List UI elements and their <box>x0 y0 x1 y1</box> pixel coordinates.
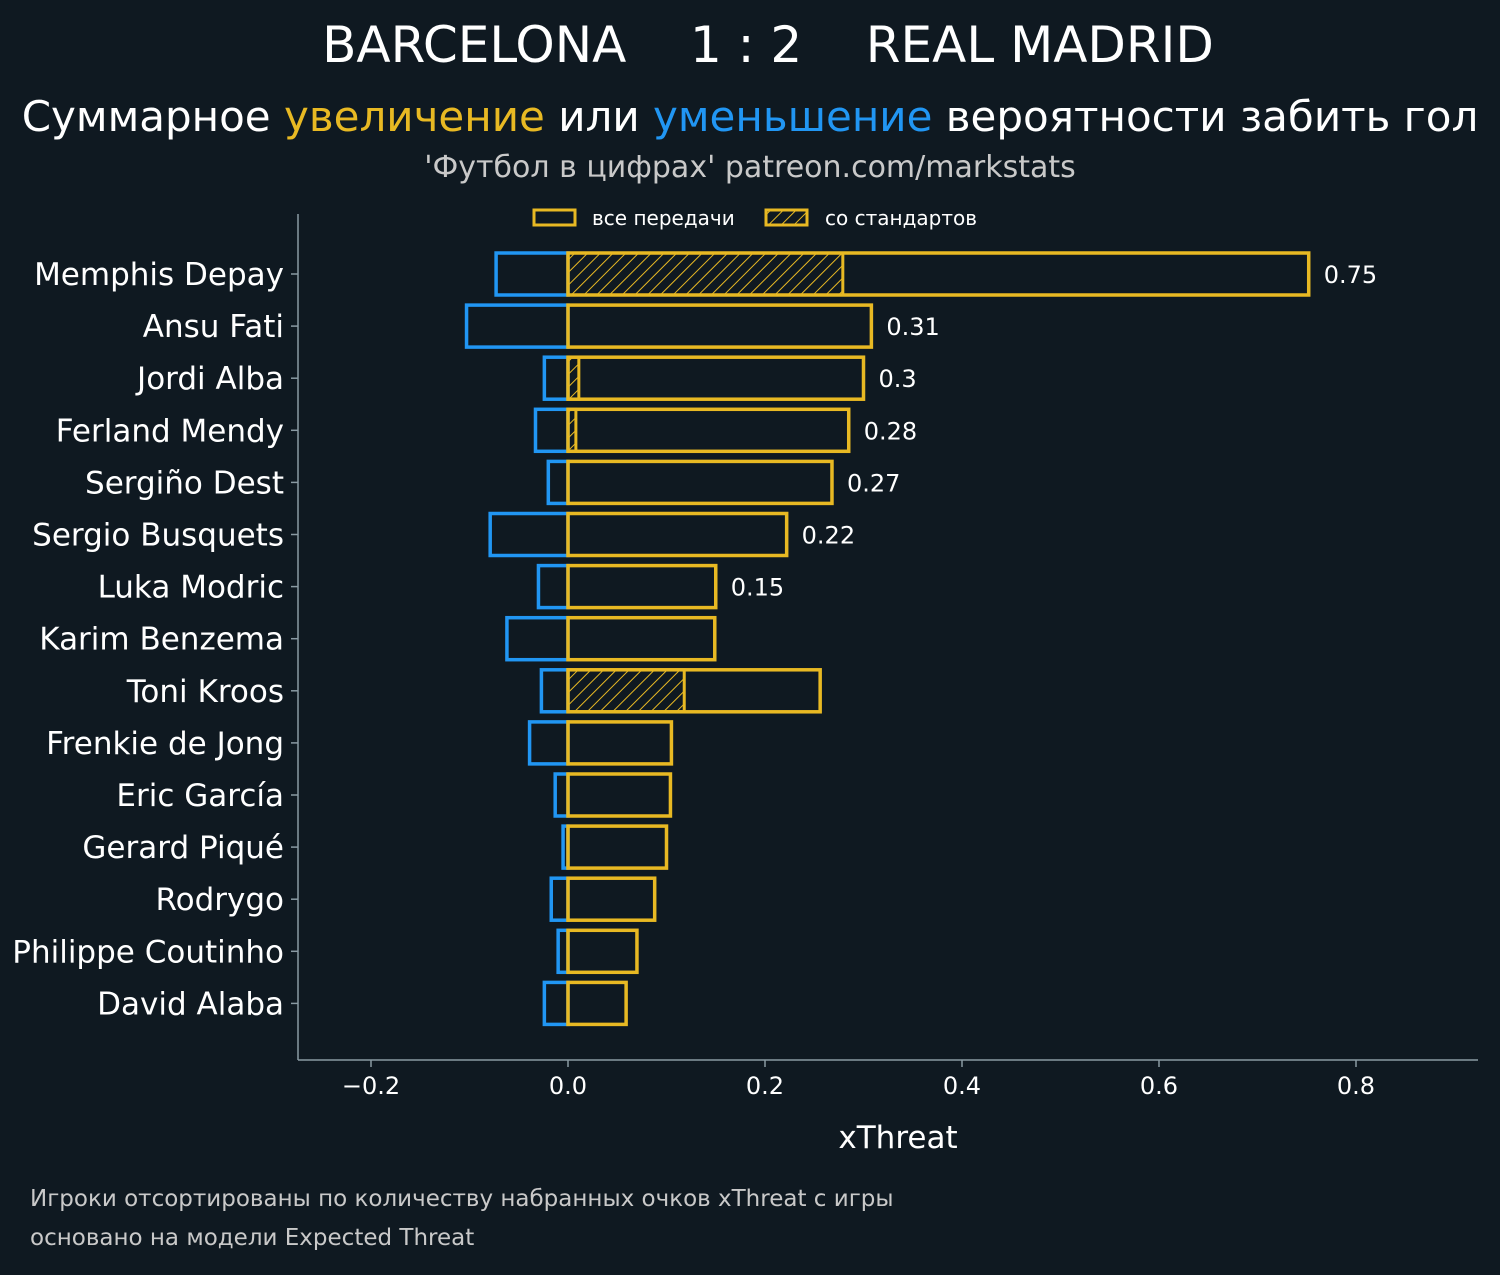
bar-negative-ferland-mendy <box>533 407 570 454</box>
y-tick-label-david-alaba: David Alaba <box>97 986 284 1022</box>
x-tick-label: 0.6 <box>1140 1072 1178 1100</box>
subtitle-middle: или <box>544 92 653 141</box>
bar-positive-gerard-pique <box>566 824 669 870</box>
bar-negative-frenkie-de-jong <box>527 720 570 766</box>
legend-label-all-passes: все передачи <box>592 206 735 230</box>
legend-swatch-set-pieces <box>764 208 809 227</box>
value-label-ferland-mendy: 0.28 <box>864 417 917 445</box>
bar-negative-david-alaba <box>542 980 570 1027</box>
value-label-luka-modric: 0.15 <box>731 574 784 602</box>
bar-setpiece-memphis-depay <box>566 251 845 297</box>
bar-positive-eric-garcia <box>566 772 673 818</box>
team-away: REAL MADRID <box>865 16 1214 74</box>
bar-positive-toni-kroos <box>566 668 822 714</box>
bar-positive-memphis-depay <box>566 251 1311 297</box>
chart-subtitle: Суммарное увеличение или уменьшение веро… <box>0 92 1500 141</box>
subtitle-decrease: уменьшение <box>652 92 933 141</box>
bar-positive-philippe-coutinho <box>566 928 639 975</box>
bars-group: 0.75 0.31 0.3 0.28 0.27 0.22 0.15 <box>464 251 1377 1027</box>
bar-negative-eric-garcia <box>553 772 570 818</box>
y-tick-label-gerard-pique: Gerard Piqué <box>82 830 284 866</box>
chart-title: BARCELONA 1 : 2 REAL MADRID <box>0 16 1500 74</box>
y-tick-label-sergino-dest: Sergiño Dest <box>85 465 284 501</box>
bar-positive-rodrygo <box>566 876 657 922</box>
subtitle-increase: увеличение <box>284 92 545 141</box>
value-label-ansu-fati: 0.31 <box>886 313 939 341</box>
match-score: 1 : 2 <box>689 16 803 74</box>
bar-negative-karim-benzema <box>505 615 570 662</box>
legend: все передачи со стандартов <box>532 206 977 230</box>
y-tick-label-rodrygo: Rodrygo <box>155 882 284 918</box>
footnote-model: основано на модели Expected Threat <box>30 1225 475 1251</box>
bar-positive-sergio-busquets <box>566 511 789 558</box>
bar-negative-jordi-alba <box>542 355 570 401</box>
team-home: BARCELONA <box>322 16 627 74</box>
bar-positive-ansu-fati <box>566 303 874 349</box>
y-tick-label-memphis-depay: Memphis Depay <box>34 257 284 293</box>
x-tick-label: 0.0 <box>549 1072 587 1100</box>
value-label-sergio-busquets: 0.22 <box>802 522 855 550</box>
bar-positive-ferland-mendy <box>566 407 851 454</box>
bar-positive-luka-modric <box>566 563 718 610</box>
value-label-sergino-dest: 0.27 <box>847 469 900 497</box>
bar-positive-jordi-alba <box>566 355 866 401</box>
bar-negative-toni-kroos <box>539 668 570 714</box>
x-tick-label: 0.8 <box>1337 1072 1375 1100</box>
y-tick-label-philippe-coutinho: Philippe Coutinho <box>12 934 284 970</box>
bar-negative-memphis-depay <box>494 251 570 297</box>
x-tick-label: 0.4 <box>943 1072 981 1100</box>
x-tick-label: 0.2 <box>746 1072 784 1100</box>
x-tick-label: −0.2 <box>342 1072 400 1100</box>
y-tick-label-jordi-alba: Jordi Alba <box>135 361 284 397</box>
y-tick-label-frenkie-de-jong: Frenkie de Jong <box>46 726 284 762</box>
legend-label-set-pieces: со стандартов <box>825 206 977 230</box>
subtitle-prefix: Суммарное <box>21 92 284 141</box>
y-tick-label-ferland-mendy: Ferland Mendy <box>56 413 284 449</box>
y-tick-label-ansu-fati: Ansu Fati <box>143 309 284 345</box>
bar-negative-sergio-busquets <box>488 511 570 558</box>
bar-setpiece-toni-kroos <box>566 668 686 714</box>
subtitle-suffix: вероятности забить гол <box>932 92 1479 141</box>
value-label-jordi-alba: 0.3 <box>879 365 917 393</box>
y-tick-label-toni-kroos: Toni Kroos <box>126 674 284 710</box>
bar-negative-rodrygo <box>549 876 570 922</box>
value-label-memphis-depay: 0.75 <box>1324 261 1377 289</box>
footnote-sorting: Игроки отсортированы по количеству набра… <box>30 1186 894 1212</box>
bar-negative-luka-modric <box>536 563 570 610</box>
bar-positive-karim-benzema <box>566 615 717 662</box>
y-tick-label-luka-modric: Luka Modric <box>98 570 284 606</box>
x-axis-label: xThreat <box>838 1120 957 1156</box>
axes-group: Memphis Depay Ansu Fati Jordi Alba Ferland … <box>12 214 1478 1156</box>
y-tick-label-sergio-busquets: Sergio Busquets <box>32 518 284 554</box>
bar-positive-frenkie-de-jong <box>566 720 674 766</box>
bar-positive-sergino-dest <box>566 459 834 506</box>
bar-negative-sergino-dest <box>546 459 570 506</box>
y-tick-label-eric-garcia: Eric García <box>116 778 284 814</box>
bar-negative-ansu-fati <box>464 303 570 349</box>
legend-swatch-all-passes <box>532 208 577 227</box>
y-tick-label-karim-benzema: Karim Benzema <box>39 622 284 658</box>
bar-positive-david-alaba <box>566 980 628 1027</box>
source-credit: 'Футбол в цифрах' patreon.com/markstats <box>424 150 1076 185</box>
